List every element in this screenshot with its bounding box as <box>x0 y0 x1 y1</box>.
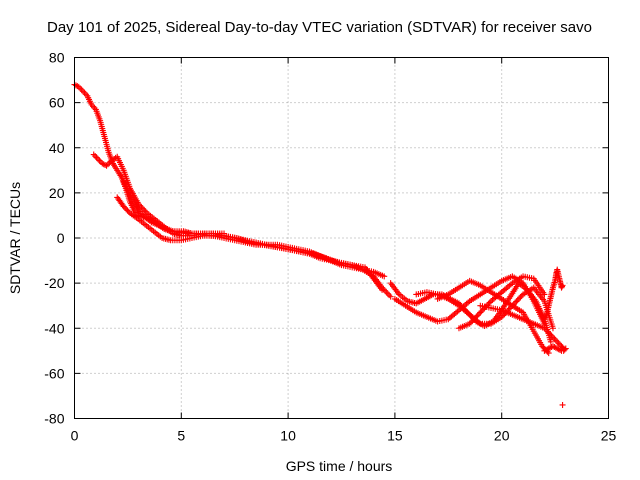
data-point <box>72 82 79 89</box>
y-axis-label: SDTVAR / TECUs <box>7 182 23 294</box>
data-point <box>384 290 391 297</box>
data-point <box>476 310 483 317</box>
series-outlier <box>559 401 566 408</box>
data-point <box>90 151 97 158</box>
data-point <box>562 345 569 352</box>
data-point <box>120 203 127 210</box>
data-point <box>545 329 552 336</box>
data-point <box>124 207 131 214</box>
data-point <box>559 401 566 408</box>
data-point <box>512 299 519 306</box>
data-point <box>506 305 513 312</box>
data-point <box>554 338 561 345</box>
data-point <box>379 286 386 293</box>
data-point <box>486 299 493 306</box>
data-point <box>92 153 99 160</box>
data-point <box>121 204 128 211</box>
series-late-e <box>455 273 548 332</box>
data-point <box>470 316 477 323</box>
y-tick-label: 80 <box>49 50 65 66</box>
data-point <box>467 319 474 326</box>
series-branch-2 <box>114 194 394 300</box>
series-main-track <box>71 81 388 280</box>
x-tick-label: 0 <box>71 428 79 444</box>
data-point <box>473 313 480 320</box>
data-point <box>498 313 505 320</box>
data-point <box>381 273 388 280</box>
plot-frame <box>74 57 609 419</box>
data-point <box>386 292 393 299</box>
data-point <box>466 320 473 327</box>
y-tick-label: -20 <box>44 275 64 291</box>
y-tick-label: 60 <box>49 95 65 111</box>
axis-ticks: 0 5 10 15 20 25 -80 -60 -40 -20 0 20 40 60 80 <box>44 50 616 444</box>
data-point <box>547 338 554 345</box>
series-late-d <box>434 277 552 357</box>
data-point <box>80 88 87 95</box>
data-point <box>123 206 130 213</box>
data-point <box>78 86 85 93</box>
chart-title: Day 101 of 2025, Sidereal Day-to-day VTE… <box>47 19 592 36</box>
data-point <box>549 325 556 332</box>
series-end-cluster <box>541 343 569 354</box>
x-axis-label: GPS time / hours <box>286 458 393 474</box>
data-point <box>552 337 559 344</box>
data-point <box>478 308 485 315</box>
data-point <box>94 156 101 163</box>
data-point <box>93 154 100 161</box>
data-point <box>559 282 566 289</box>
x-tick-label: 5 <box>177 428 185 444</box>
y-tick-label: -80 <box>44 411 64 427</box>
y-tick-label: 40 <box>49 140 65 156</box>
gridlines <box>74 57 609 419</box>
data-point <box>102 162 109 169</box>
data-point <box>539 343 546 350</box>
data-point <box>81 89 88 96</box>
data-point <box>561 346 568 353</box>
data-point <box>96 157 103 164</box>
data-point <box>474 312 481 319</box>
data-point <box>551 335 558 342</box>
series-spike <box>541 266 566 323</box>
data-point <box>541 291 548 298</box>
x-tick-label: 25 <box>601 428 617 444</box>
data-point <box>517 294 524 301</box>
data-point <box>518 292 525 299</box>
data-point <box>555 340 562 347</box>
y-tick-label: -60 <box>44 365 64 381</box>
data-point <box>387 293 394 300</box>
data-point <box>516 295 523 302</box>
x-tick-label: 15 <box>387 428 403 444</box>
y-tick-label: 20 <box>49 185 65 201</box>
y-tick-label: -40 <box>44 320 64 336</box>
data-point <box>514 297 521 304</box>
data-point <box>469 317 476 324</box>
series-late-b <box>391 273 548 327</box>
x-tick-label: 10 <box>280 428 296 444</box>
y-tick-label: 0 <box>57 230 65 246</box>
x-tick-label: 20 <box>494 428 510 444</box>
series-branch-3 <box>120 178 386 293</box>
data-point <box>472 315 478 322</box>
data-point <box>477 309 484 316</box>
data-point <box>513 298 520 305</box>
data-points <box>71 81 569 408</box>
